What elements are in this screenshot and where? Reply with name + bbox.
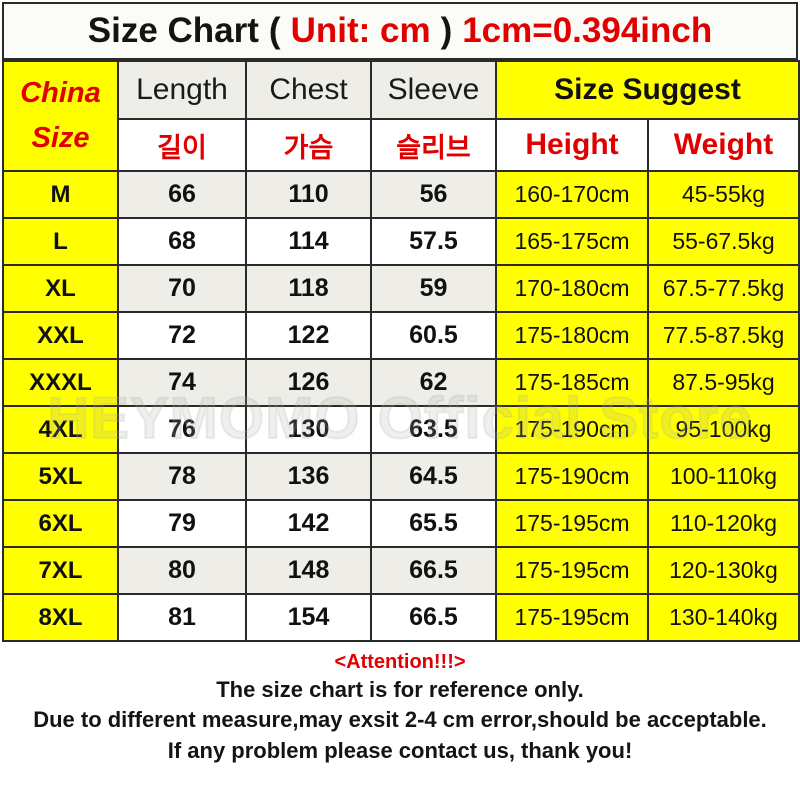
chest-cell: 130 bbox=[245, 405, 372, 454]
size-cell: 6XL bbox=[2, 499, 119, 548]
size-suggest-header: Size Suggest bbox=[495, 60, 800, 120]
sleeve-cell: 66.5 bbox=[370, 546, 497, 595]
length-cell: 72 bbox=[117, 311, 247, 360]
header-row-ko: 길이 가슴 슬리브 Height Weight bbox=[3, 118, 800, 172]
table-row: XXL 72 122 60.5 175-180cm 77.5-87.5kg bbox=[2, 311, 800, 360]
length-cell: 74 bbox=[117, 358, 247, 407]
title-conversion: 1cm=0.394inch bbox=[462, 11, 713, 50]
size-cell: 4XL bbox=[2, 405, 119, 454]
chest-cell: 136 bbox=[245, 452, 372, 501]
weight-cell: 55-67.5kg bbox=[647, 217, 800, 266]
size-cell: XXL bbox=[2, 311, 119, 360]
column-header-chest: Chest bbox=[245, 60, 372, 120]
weight-cell: 67.5-77.5kg bbox=[647, 264, 800, 313]
chest-cell: 110 bbox=[245, 170, 372, 219]
title-paren-close: ) bbox=[440, 11, 453, 50]
height-cell: 175-190cm bbox=[495, 452, 649, 501]
column-header-length-ko: 길이 bbox=[117, 118, 247, 172]
sleeve-cell: 64.5 bbox=[370, 452, 497, 501]
size-cell: M bbox=[2, 170, 119, 219]
column-header-length: Length bbox=[117, 60, 247, 120]
column-header-sleeve: Sleeve bbox=[370, 60, 497, 120]
table-row: 8XL 81 154 66.5 175-195cm 130-140kg bbox=[2, 593, 800, 642]
chest-cell: 126 bbox=[245, 358, 372, 407]
chest-cell: 148 bbox=[245, 546, 372, 595]
length-cell: 76 bbox=[117, 405, 247, 454]
size-cell: XXXL bbox=[2, 358, 119, 407]
table-row: 5XL 78 136 64.5 175-190cm 100-110kg bbox=[2, 452, 800, 501]
column-header-chest-ko: 가슴 bbox=[245, 118, 372, 172]
weight-cell: 77.5-87.5kg bbox=[647, 311, 800, 360]
weight-cell: 120-130kg bbox=[647, 546, 800, 595]
column-header-height: Height bbox=[495, 118, 649, 172]
length-cell: 81 bbox=[117, 593, 247, 642]
length-cell: 78 bbox=[117, 452, 247, 501]
size-cell: L bbox=[2, 217, 119, 266]
title-unit: Unit: cm bbox=[290, 11, 431, 50]
table-row: M 66 110 56 160-170cm 45-55kg bbox=[2, 170, 800, 219]
china-size-header: China Size bbox=[2, 60, 119, 172]
length-cell: 68 bbox=[117, 217, 247, 266]
chest-cell: 142 bbox=[245, 499, 372, 548]
chest-cell: 122 bbox=[245, 311, 372, 360]
size-cell: 7XL bbox=[2, 546, 119, 595]
size-cell: 5XL bbox=[2, 452, 119, 501]
height-cell: 175-180cm bbox=[495, 311, 649, 360]
size-chart-table: China Size Length Chest Sleeve Size Sugg… bbox=[2, 60, 800, 642]
length-cell: 70 bbox=[117, 264, 247, 313]
table-row: XL 70 118 59 170-180cm 67.5-77.5kg bbox=[2, 264, 800, 313]
chest-cell: 118 bbox=[245, 264, 372, 313]
page-title: Size Chart ( Unit: cm ) 1cm=0.394inch bbox=[2, 2, 798, 60]
height-cell: 165-175cm bbox=[495, 217, 649, 266]
table-row: XXXL 74 126 62 175-185cm 87.5-95kg bbox=[2, 358, 800, 407]
attention-line: The size chart is for reference only. bbox=[216, 677, 584, 702]
weight-cell: 45-55kg bbox=[647, 170, 800, 219]
height-cell: 175-195cm bbox=[495, 499, 649, 548]
attention-line: Due to different measure,may exsit 2-4 c… bbox=[33, 707, 767, 733]
title-main: Size Chart bbox=[87, 11, 259, 50]
attention-heading: <Attention!!!> bbox=[334, 651, 466, 673]
title-paren-open: ( bbox=[268, 11, 281, 50]
sleeve-cell: 66.5 bbox=[370, 593, 497, 642]
length-cell: 79 bbox=[117, 499, 247, 548]
table-row: L 68 114 57.5 165-175cm 55-67.5kg bbox=[2, 217, 800, 266]
table-row: 4XL 76 130 63.5 175-190cm 95-100kg bbox=[2, 405, 800, 454]
chest-cell: 154 bbox=[245, 593, 372, 642]
sleeve-cell: 60.5 bbox=[370, 311, 497, 360]
china-size-line2: Size bbox=[31, 122, 90, 154]
weight-cell: 100-110kg bbox=[647, 452, 800, 501]
height-cell: 175-195cm bbox=[495, 546, 649, 595]
chest-cell: 114 bbox=[245, 217, 372, 266]
height-cell: 170-180cm bbox=[495, 264, 649, 313]
size-cell: XL bbox=[2, 264, 119, 313]
attention-line: If any problem please contact us, thank … bbox=[167, 737, 633, 763]
attention-section: <Attention!!!> The size chart is for ref… bbox=[0, 649, 800, 766]
table-row: 6XL 79 142 65.5 175-195cm 110-120kg bbox=[2, 499, 800, 548]
height-cell: 175-185cm bbox=[495, 358, 649, 407]
sleeve-cell: 62 bbox=[370, 358, 497, 407]
sleeve-cell: 63.5 bbox=[370, 405, 497, 454]
weight-cell: 130-140kg bbox=[647, 593, 800, 642]
sleeve-cell: 59 bbox=[370, 264, 497, 313]
weight-cell: 95-100kg bbox=[647, 405, 800, 454]
header-row-en: China Size Length Chest Sleeve Size Sugg… bbox=[2, 60, 800, 172]
column-header-sleeve-ko: 슬리브 bbox=[370, 118, 497, 172]
column-header-weight: Weight bbox=[647, 118, 800, 172]
weight-cell: 87.5-95kg bbox=[647, 358, 800, 407]
length-cell: 66 bbox=[117, 170, 247, 219]
weight-cell: 110-120kg bbox=[647, 499, 800, 548]
china-size-line1: China bbox=[20, 77, 101, 110]
size-cell: 8XL bbox=[2, 593, 119, 642]
length-cell: 80 bbox=[117, 546, 247, 595]
height-cell: 160-170cm bbox=[495, 170, 649, 219]
sleeve-cell: 56 bbox=[370, 170, 497, 219]
sleeve-cell: 65.5 bbox=[370, 499, 497, 548]
height-cell: 175-190cm bbox=[495, 405, 649, 454]
height-cell: 175-195cm bbox=[495, 593, 649, 642]
sleeve-cell: 57.5 bbox=[370, 217, 497, 266]
table-row: 7XL 80 148 66.5 175-195cm 120-130kg bbox=[2, 546, 800, 595]
